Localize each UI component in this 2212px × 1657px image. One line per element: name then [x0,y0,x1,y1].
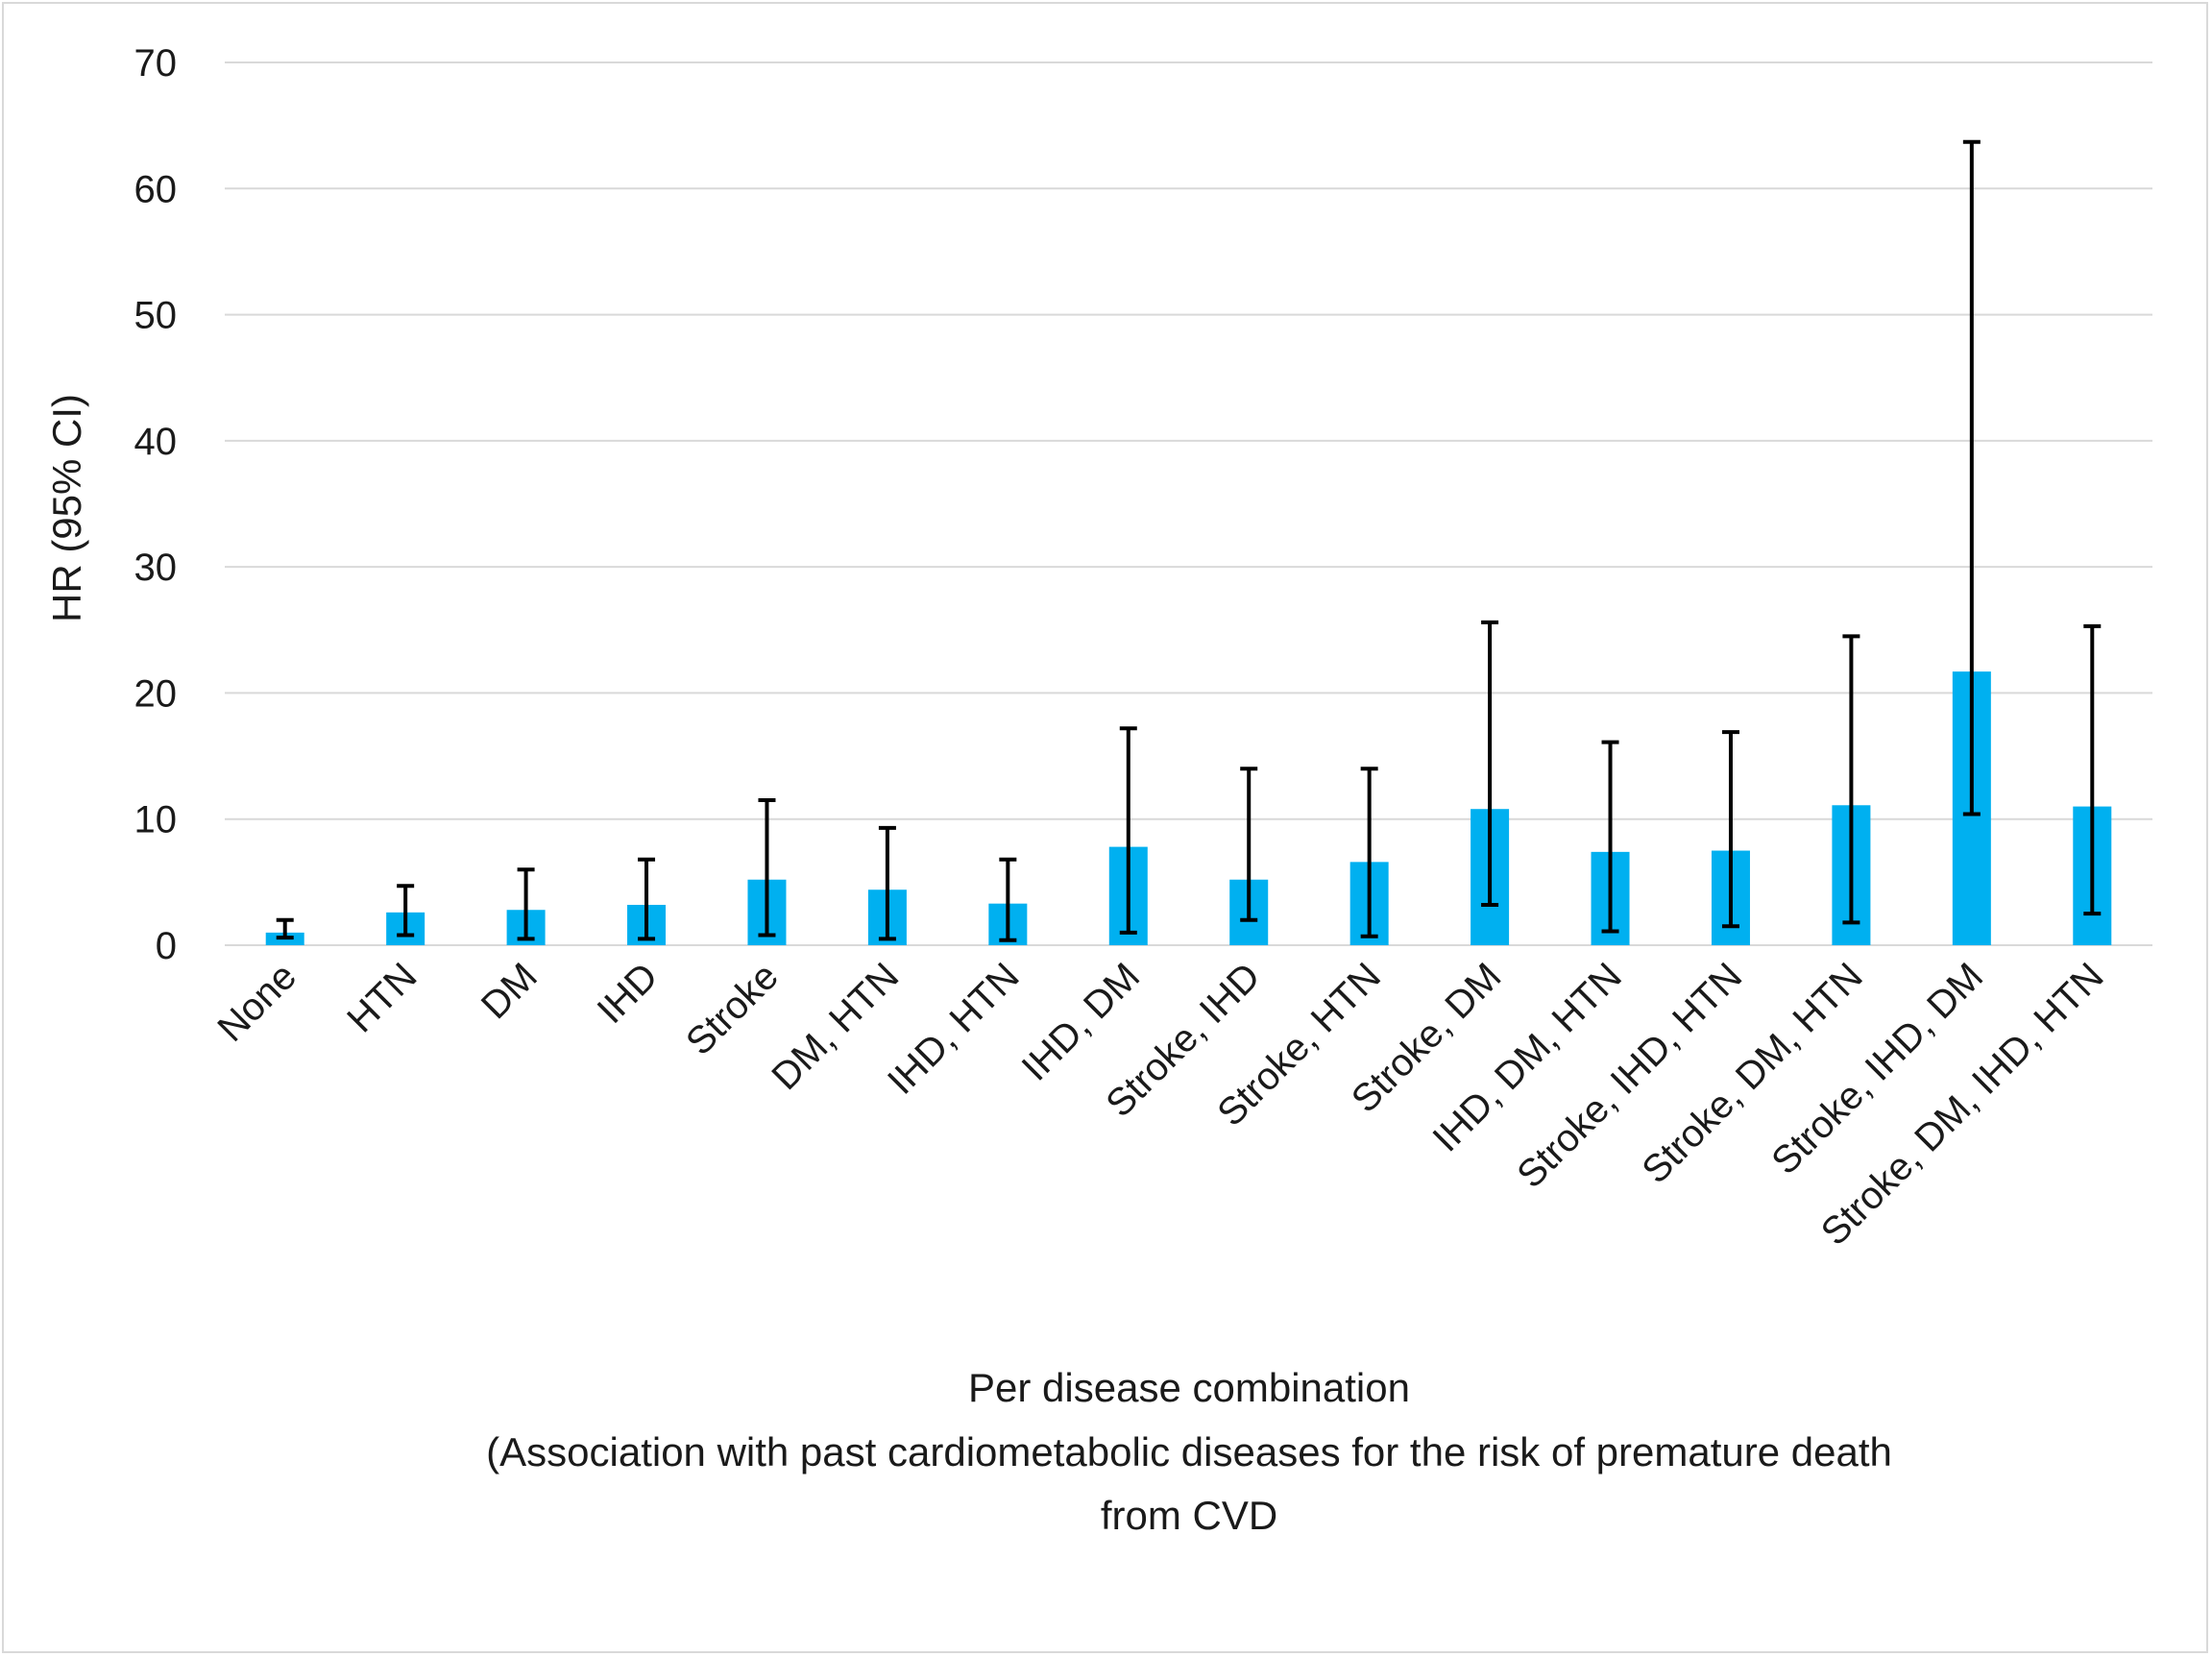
error-bar [758,798,776,938]
y-tick-label: 10 [134,799,178,841]
error-bar [1119,726,1137,935]
error-bars [276,139,2102,942]
y-tick-label: 20 [134,672,178,715]
category-label: Stroke, IHD, DM [1763,955,1991,1182]
y-tick-label: 30 [134,547,178,589]
bars [265,671,2112,945]
error-bar [638,857,656,941]
category-label: IHD [590,955,667,1032]
error-bar [1601,740,1619,934]
category-label: DM [474,955,546,1027]
error-bar [397,884,415,938]
error-bar [1360,767,1378,938]
error-bar [517,867,535,941]
y-tick-label: 70 [134,42,178,85]
category-label: HTN [339,955,425,1040]
category-label: None [209,955,304,1050]
error-bar [1842,634,1860,925]
caption-line-1: (Association with past cardiometabolic d… [486,1429,1892,1474]
category-label: Stroke [678,955,787,1063]
category-label: Stroke, DM, HTN [1634,955,1870,1191]
y-axis-title: HR (95% CI) [44,394,89,622]
caption-line-2: from CVD [1101,1493,1277,1538]
error-bar [1721,730,1739,929]
error-bar [1481,620,1499,907]
y-tick-label: 0 [156,925,177,967]
error-bar [2083,623,2102,916]
error-bar [999,857,1017,942]
error-bar [1962,139,1981,816]
error-bar [276,917,294,940]
error-bar [878,825,896,941]
category-label: Stroke, IHD, HTN [1509,955,1750,1196]
y-tick-label: 60 [134,168,178,210]
y-tick-label: 50 [134,295,178,337]
y-tick-label: 40 [134,421,178,463]
y-tick-labels: 0 10 20 30 40 50 60 70 [134,42,178,967]
gridlines [225,61,2152,946]
error-bar [1240,767,1258,922]
category-label: IHD, HTN [880,955,1028,1103]
x-axis-title: Per disease combination [968,1365,1410,1410]
